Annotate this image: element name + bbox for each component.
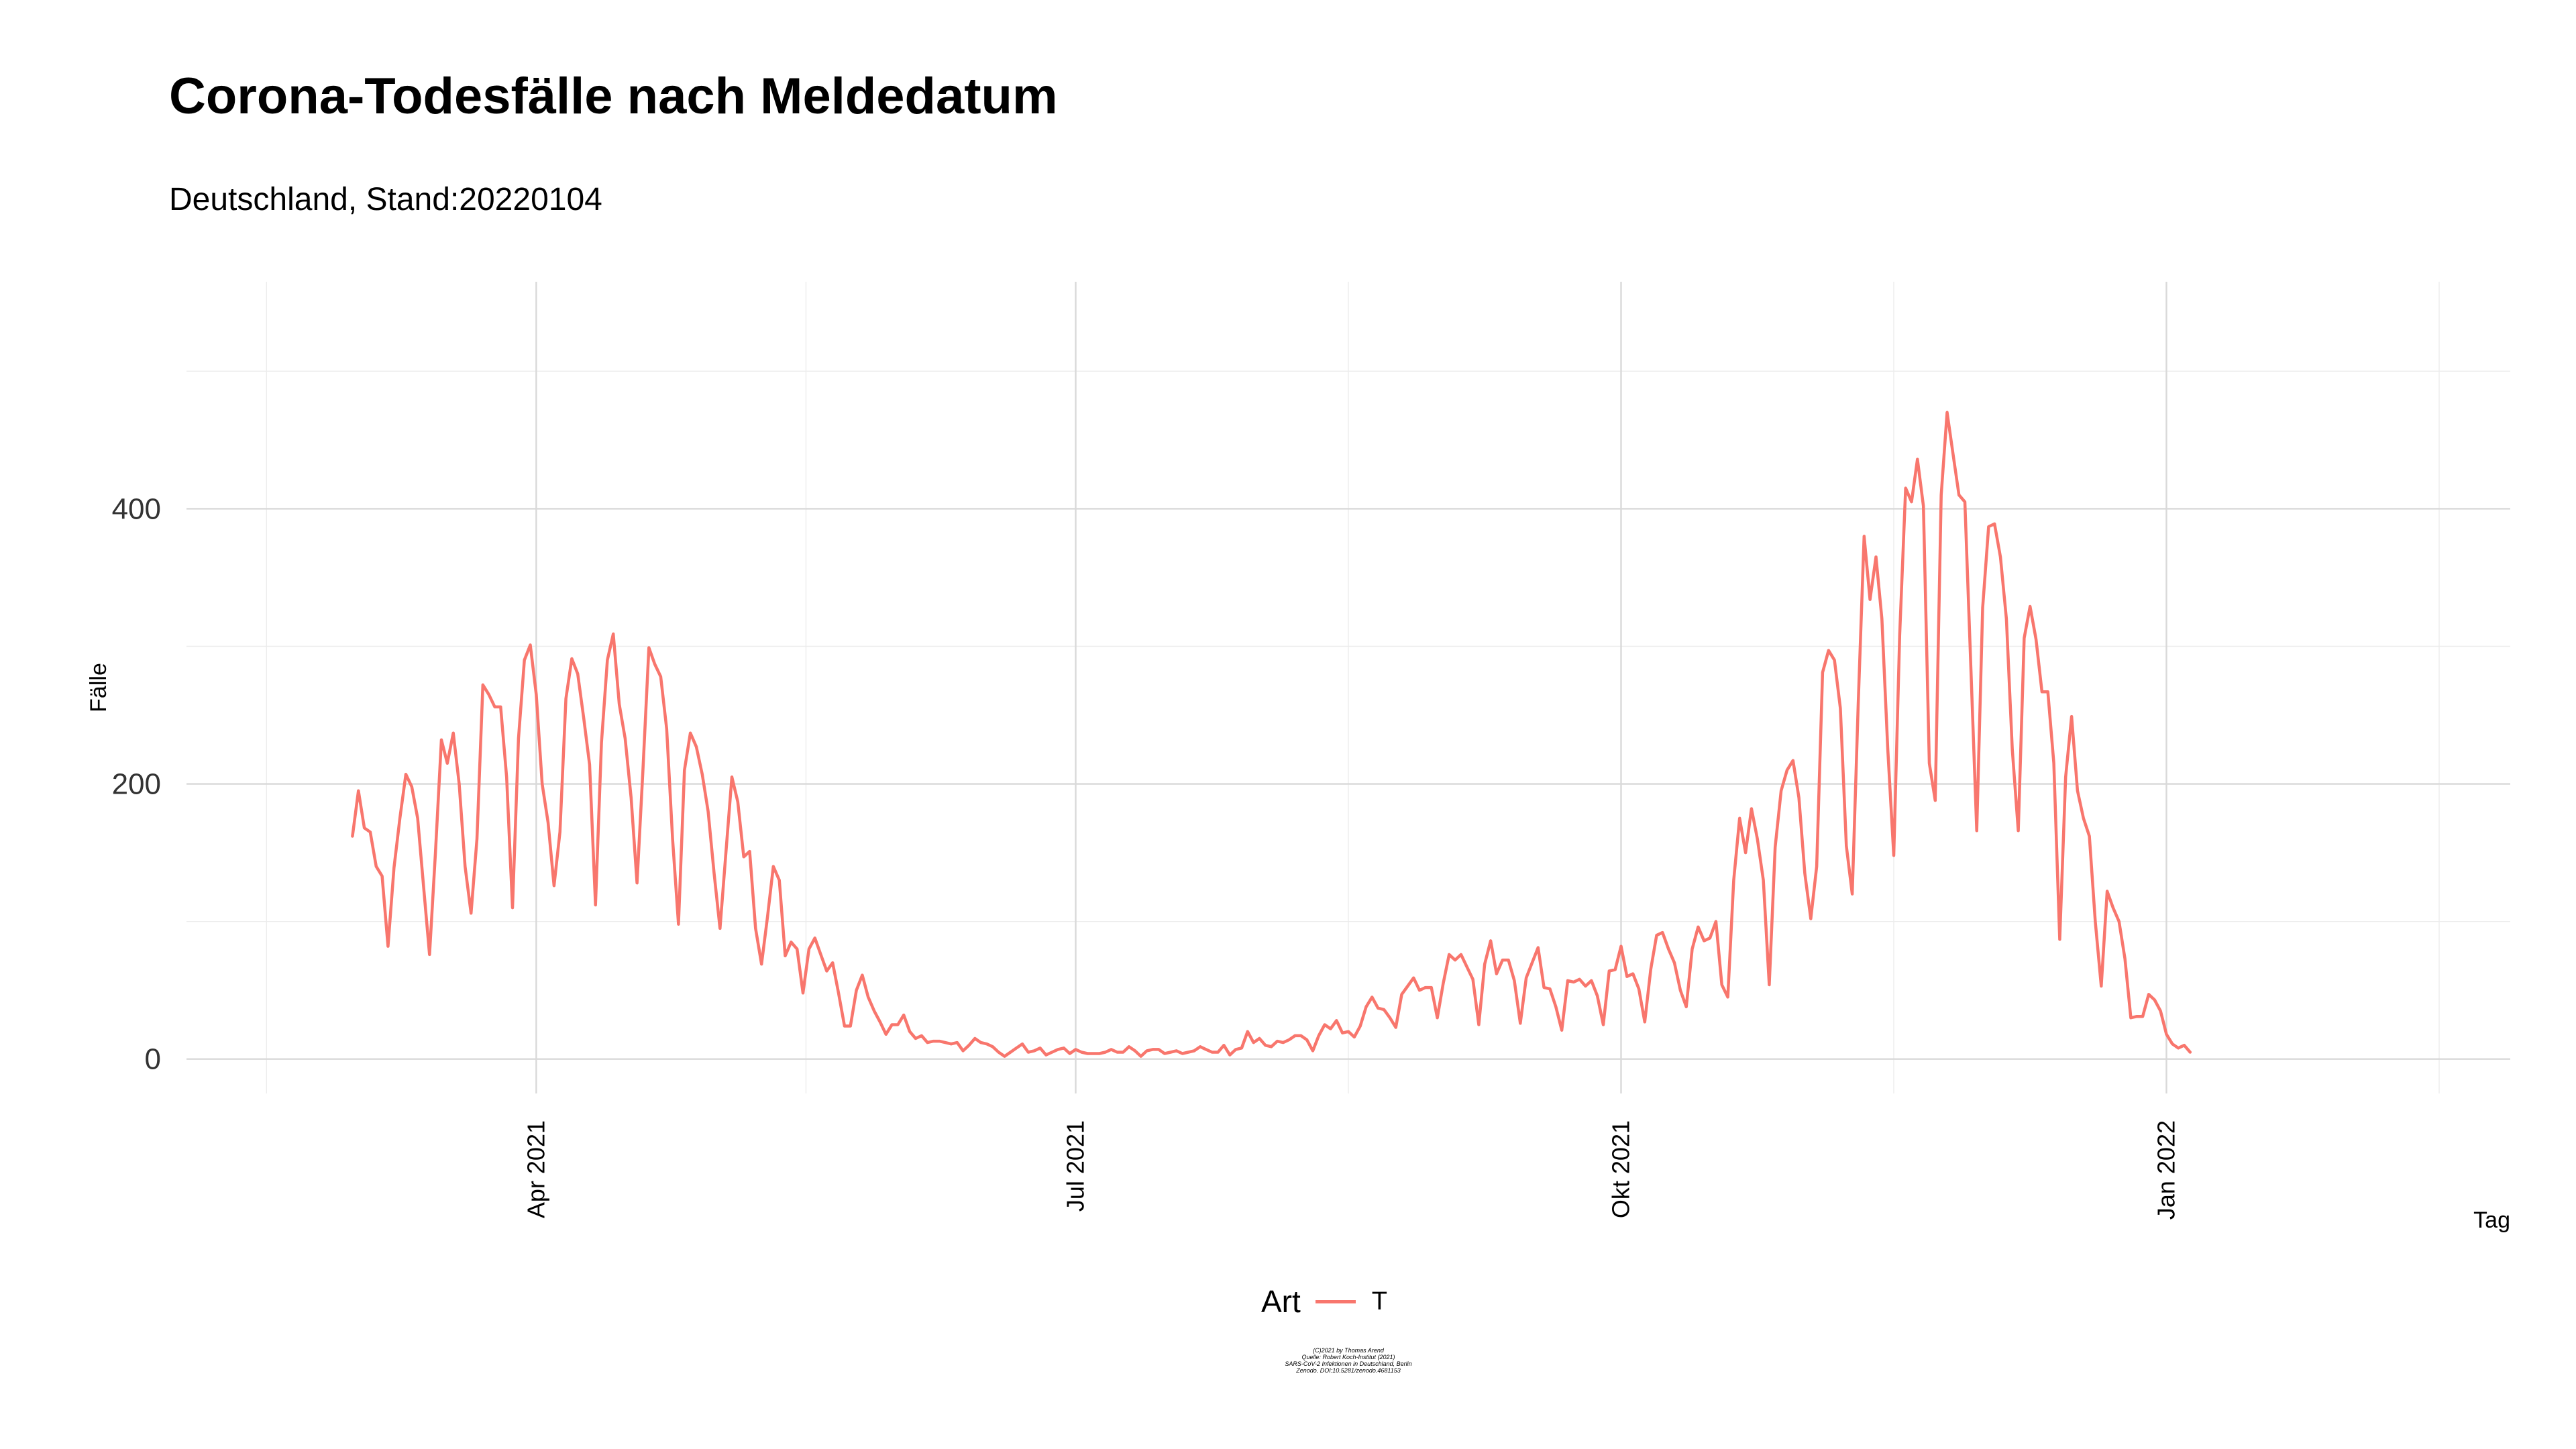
caption-line: (C)2021 by Thomas Arend xyxy=(1313,1347,1384,1354)
caption-line: Quelle: Robert Koch-Institut (2021) xyxy=(1301,1354,1395,1360)
x-tick-label: Apr 2021 xyxy=(522,1120,549,1218)
legend-key-line xyxy=(1315,1299,1356,1303)
legend-label: T xyxy=(1371,1287,1387,1316)
x-tick-label: Jan 2022 xyxy=(2152,1120,2180,1220)
x-tick-label: Jul 2021 xyxy=(1062,1120,1089,1212)
x-tick-label: Okt 2021 xyxy=(1607,1120,1634,1218)
series-line-t xyxy=(351,411,2192,1058)
chart-title: Corona-Todesfälle nach Meldedatum xyxy=(169,68,1058,125)
legend-title: Art xyxy=(1261,1284,1301,1319)
x-axis-label: Tag xyxy=(2473,1208,2510,1233)
series-layer xyxy=(351,411,2192,1058)
caption: (C)2021 by Thomas Arend Quelle: Robert K… xyxy=(1275,1347,1422,1374)
caption-line: Zenodo. DOI:10.5281/zenodo.4681153 xyxy=(1296,1367,1401,1374)
y-tick-label: 200 xyxy=(112,768,161,801)
y-tick-label: 400 xyxy=(112,492,161,525)
y-tick-labels: 0 200 400 xyxy=(112,492,161,1075)
caption-line: SARS-CoV-2 Infektionen in Deutschland, B… xyxy=(1285,1360,1412,1367)
minor-gridlines xyxy=(186,282,2510,1093)
chart-subtitle: Deutschland, Stand:20220104 xyxy=(169,182,602,217)
y-tick-label: 0 xyxy=(145,1043,161,1076)
y-axis-label: Fälle xyxy=(86,663,111,712)
legend: Art T xyxy=(1261,1275,1387,1328)
x-tick-labels: Apr 2021 Jul 2021 Okt 2021 Jan 2022 xyxy=(522,1120,2180,1220)
